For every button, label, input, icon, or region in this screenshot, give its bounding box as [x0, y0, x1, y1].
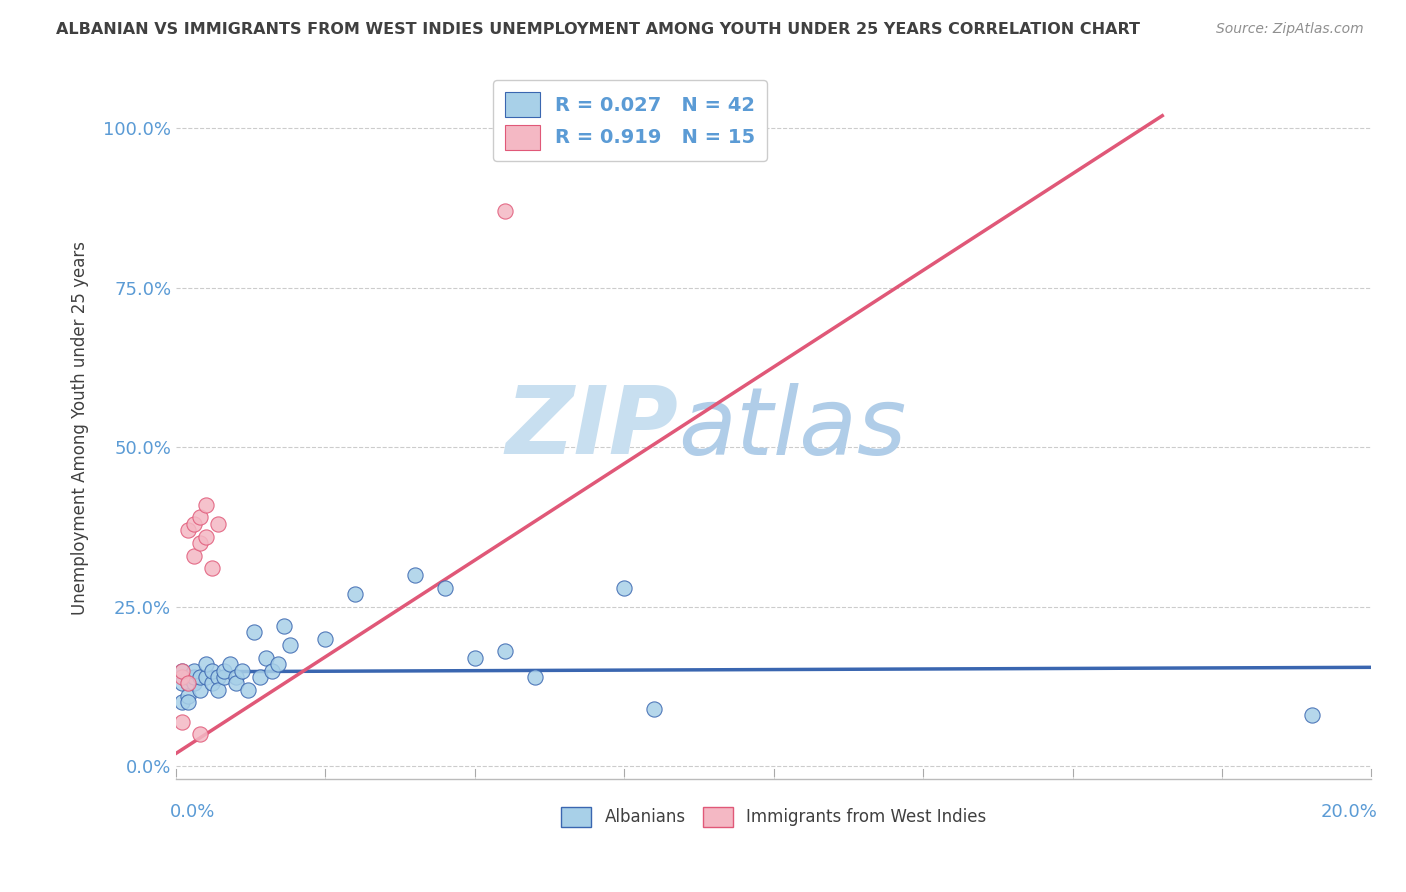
Text: ZIP: ZIP	[505, 382, 678, 475]
Point	[177, 523, 200, 537]
Point	[188, 727, 211, 741]
Point	[170, 664, 193, 678]
Point	[207, 516, 229, 531]
Point	[188, 536, 211, 550]
Point	[1301, 708, 1323, 723]
Point	[523, 670, 546, 684]
Point	[231, 664, 253, 678]
Point	[201, 561, 224, 575]
Point	[494, 644, 516, 658]
Point	[260, 664, 283, 678]
Point	[201, 676, 224, 690]
Y-axis label: Unemployment Among Youth under 25 years: Unemployment Among Youth under 25 years	[72, 241, 89, 615]
Point	[344, 587, 367, 601]
Point	[177, 676, 200, 690]
Point	[613, 581, 636, 595]
Point	[170, 695, 193, 709]
Point	[183, 549, 205, 563]
Point	[212, 664, 235, 678]
Point	[273, 619, 295, 633]
Point	[170, 670, 193, 684]
Point	[433, 581, 456, 595]
Point	[249, 670, 271, 684]
Text: Source: ZipAtlas.com: Source: ZipAtlas.com	[1216, 22, 1364, 37]
Point	[212, 670, 235, 684]
Point	[207, 682, 229, 697]
Point	[170, 714, 193, 729]
Point	[194, 498, 217, 512]
Point	[183, 664, 205, 678]
Point	[188, 682, 211, 697]
Point	[183, 516, 205, 531]
Point	[194, 657, 217, 672]
Point	[177, 689, 200, 703]
Point	[404, 567, 426, 582]
Point	[194, 670, 217, 684]
Text: 0.0%: 0.0%	[170, 804, 215, 822]
Point	[170, 676, 193, 690]
Point	[170, 664, 193, 678]
Point	[225, 670, 247, 684]
Point	[194, 530, 217, 544]
Point	[218, 657, 240, 672]
Point	[183, 670, 205, 684]
Point	[177, 670, 200, 684]
Point	[201, 664, 224, 678]
Point	[494, 204, 516, 219]
Point	[242, 625, 264, 640]
Point	[254, 650, 277, 665]
Point	[278, 638, 301, 652]
Point	[177, 676, 200, 690]
Text: atlas: atlas	[678, 383, 907, 474]
Text: 20.0%: 20.0%	[1320, 804, 1378, 822]
Point	[643, 702, 665, 716]
Point	[225, 676, 247, 690]
Legend: Albanians, Immigrants from West Indies: Albanians, Immigrants from West Indies	[555, 800, 993, 834]
Point	[188, 670, 211, 684]
Point	[183, 676, 205, 690]
Point	[207, 670, 229, 684]
Point	[266, 657, 288, 672]
Point	[464, 650, 486, 665]
Point	[177, 695, 200, 709]
Point	[314, 632, 336, 646]
Point	[236, 682, 259, 697]
Point	[188, 510, 211, 524]
Text: ALBANIAN VS IMMIGRANTS FROM WEST INDIES UNEMPLOYMENT AMONG YOUTH UNDER 25 YEARS : ALBANIAN VS IMMIGRANTS FROM WEST INDIES …	[56, 22, 1140, 37]
